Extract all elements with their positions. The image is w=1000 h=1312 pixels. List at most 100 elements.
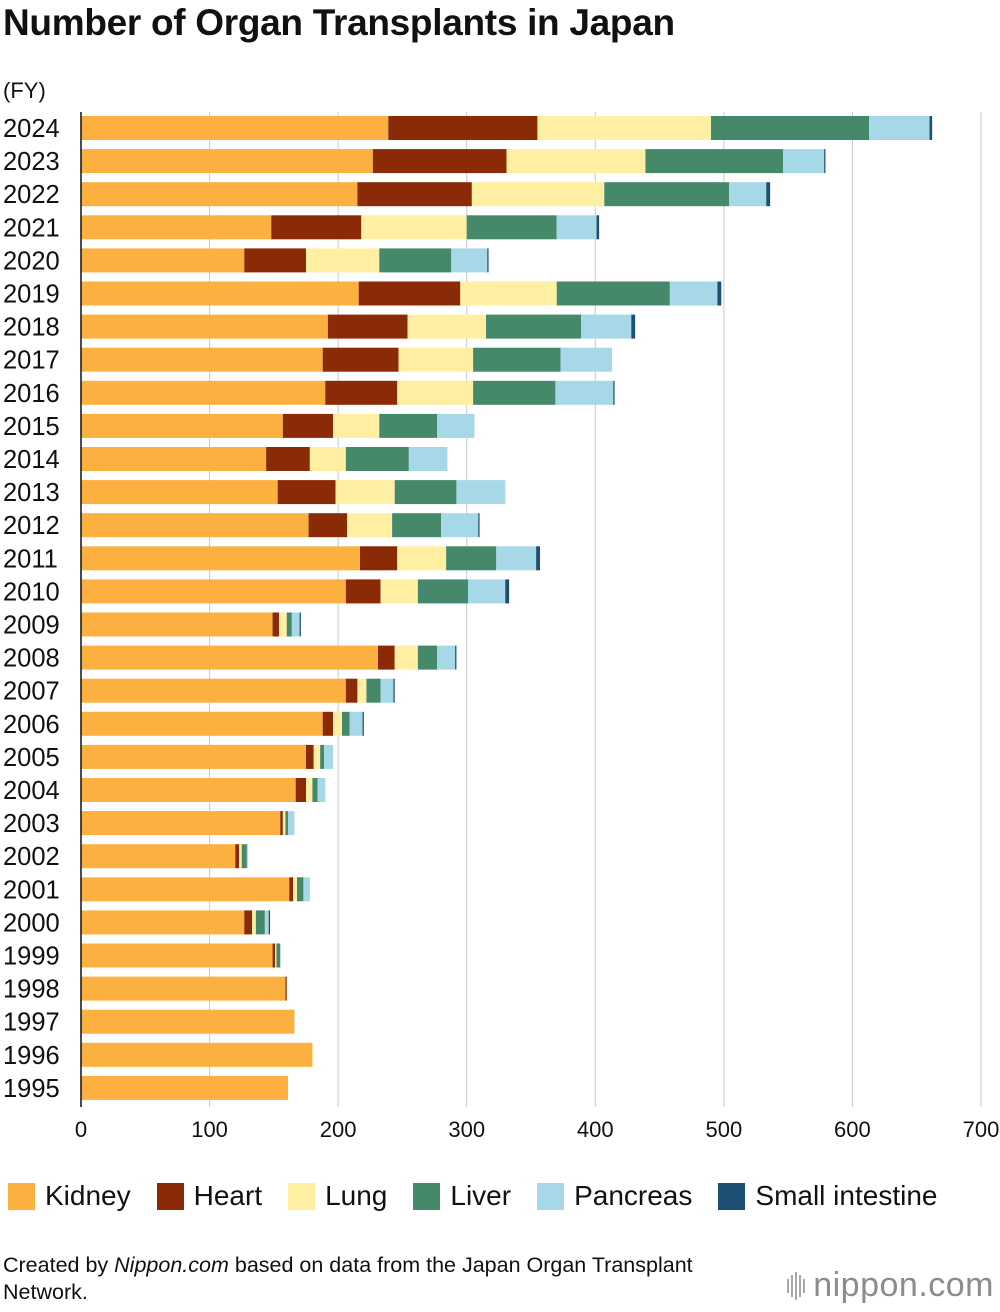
- bar-segment-heart: [285, 976, 287, 1001]
- bar-segment-heart: [345, 678, 358, 703]
- bar-segment-liver: [366, 678, 381, 703]
- bar-segment-lung: [397, 380, 474, 405]
- bar-segment-pancreas: [408, 447, 448, 471]
- bar-segment-liver: [446, 546, 497, 571]
- bar-segment-pancreas: [317, 778, 326, 802]
- legend-label-kidney: Kidney: [45, 1180, 131, 1211]
- bar-segment-kidney: [81, 513, 309, 538]
- bar-segment-pancreas: [303, 877, 310, 902]
- bar-segment-kidney: [81, 612, 273, 637]
- credit-prefix: Created by: [3, 1253, 115, 1277]
- bar-segment-liver: [473, 347, 561, 372]
- bar-segment-heart: [277, 480, 336, 505]
- bar-segment-small-intestine: [487, 248, 489, 273]
- bar-segment-heart: [244, 248, 306, 273]
- y-tick-label: 2024: [3, 115, 60, 143]
- bar-segment-small-intestine: [478, 513, 480, 538]
- bar-segment-kidney: [81, 678, 346, 703]
- x-tick-label: 600: [834, 1117, 871, 1142]
- bar-segment-lung: [361, 215, 467, 240]
- y-tick-label: 1999: [3, 943, 60, 971]
- bar-segment-lung: [460, 281, 557, 306]
- bar-segment-kidney: [81, 844, 236, 869]
- logo-icon: [787, 1271, 807, 1300]
- bar-segment-lung: [347, 513, 393, 538]
- bar-segment-kidney: [81, 182, 358, 207]
- legend-swatch-heart: [156, 1182, 184, 1210]
- bar-segment-heart: [271, 215, 362, 240]
- bar-segment-liver: [485, 314, 582, 339]
- legend-label-heart: Heart: [193, 1180, 263, 1211]
- bar-segment-heart: [280, 811, 283, 836]
- bar-segment-heart: [345, 579, 381, 604]
- bar-segment-small-intestine: [929, 116, 933, 140]
- bar-segment-small-intestine: [631, 314, 636, 339]
- bar-segment-liver: [286, 612, 292, 637]
- bar-segment-pancreas: [437, 413, 475, 438]
- x-tick-label: 400: [577, 1117, 614, 1142]
- x-tick-label: 100: [191, 1117, 228, 1142]
- bar-segment-kidney: [81, 281, 359, 306]
- bar-segment-liver: [285, 811, 288, 836]
- legend-label-liver: Liver: [450, 1180, 512, 1211]
- y-tick-label: 2011: [3, 545, 58, 573]
- bar-segment-lung: [239, 844, 242, 869]
- bar-segment-pancreas: [782, 149, 825, 174]
- bar-segment-heart: [358, 281, 461, 306]
- bar-segment-kidney: [81, 778, 296, 802]
- y-tick-label: 2016: [3, 380, 60, 408]
- bar-segment-lung: [357, 678, 367, 703]
- legend-item-small-intestine: Small intestine: [718, 1180, 937, 1212]
- bar-segment-pancreas: [349, 711, 363, 736]
- bar-segment-heart: [272, 943, 276, 968]
- bar-segment-kidney: [81, 1042, 313, 1067]
- y-tick-label: 2003: [3, 810, 60, 838]
- y-tick-label: 1996: [3, 1042, 60, 1070]
- bar-segment-heart: [295, 778, 306, 802]
- y-tick-label: 1998: [3, 976, 60, 1004]
- bar-segment-liver: [394, 480, 457, 505]
- legend-label-small-intestine: Small intestine: [755, 1180, 938, 1211]
- bar-segment-heart: [377, 645, 395, 670]
- bar-segment-small-intestine: [455, 645, 457, 670]
- bar-segment-liver: [556, 281, 670, 306]
- bar-segment-pancreas: [287, 811, 295, 836]
- bar-segment-small-intestine: [505, 579, 510, 604]
- y-tick-label: 1997: [3, 1009, 60, 1037]
- bar-segment-liver: [296, 877, 304, 902]
- bar-segment-heart: [388, 116, 538, 140]
- bar-segment-lung: [537, 116, 711, 140]
- bar-segment-lung: [309, 447, 346, 471]
- bar-segment-lung: [313, 744, 321, 769]
- bar-segment-lung: [380, 579, 418, 604]
- bar-segment-kidney: [81, 976, 286, 1001]
- bar-segment-kidney: [81, 1075, 288, 1100]
- bar-segment-heart: [289, 877, 294, 902]
- y-tick-label: 2023: [3, 148, 60, 176]
- legend-swatch-kidney: [8, 1182, 35, 1210]
- y-tick-label: 2004: [3, 777, 60, 805]
- bar-segment-heart: [282, 413, 333, 438]
- y-tick-label: 2008: [3, 645, 60, 673]
- bar-segment-kidney: [81, 943, 273, 968]
- bar-segment-liver: [645, 149, 783, 174]
- bar-segment-heart: [359, 546, 398, 571]
- bar-segment-heart: [272, 612, 279, 637]
- bar-segment-lung: [251, 910, 256, 935]
- bar-segment-kidney: [81, 579, 346, 604]
- bar-segment-heart: [235, 844, 240, 869]
- nippon-logo: nippon .com: [787, 1266, 994, 1305]
- bar-segment-pancreas: [323, 744, 333, 769]
- bar-segment-pancreas: [560, 347, 612, 372]
- bar-segment-heart: [372, 149, 507, 174]
- bar-segment-kidney: [81, 149, 373, 174]
- x-tick-label: 200: [320, 1117, 357, 1142]
- bar-segment-small-intestine: [824, 149, 826, 174]
- stacked-bar-chart: 0 100 200 300 400 500 600 700 2024 2023 2022 2021 20…: [3, 112, 999, 1142]
- x-tick-label: 300: [448, 1117, 485, 1142]
- x-tick-label: 0: [75, 1117, 87, 1142]
- bar-segment-small-intestine: [393, 678, 395, 703]
- bar-segment-kidney: [81, 811, 281, 836]
- bar-segment-pancreas: [264, 910, 269, 935]
- bar-segment-kidney: [81, 1009, 295, 1034]
